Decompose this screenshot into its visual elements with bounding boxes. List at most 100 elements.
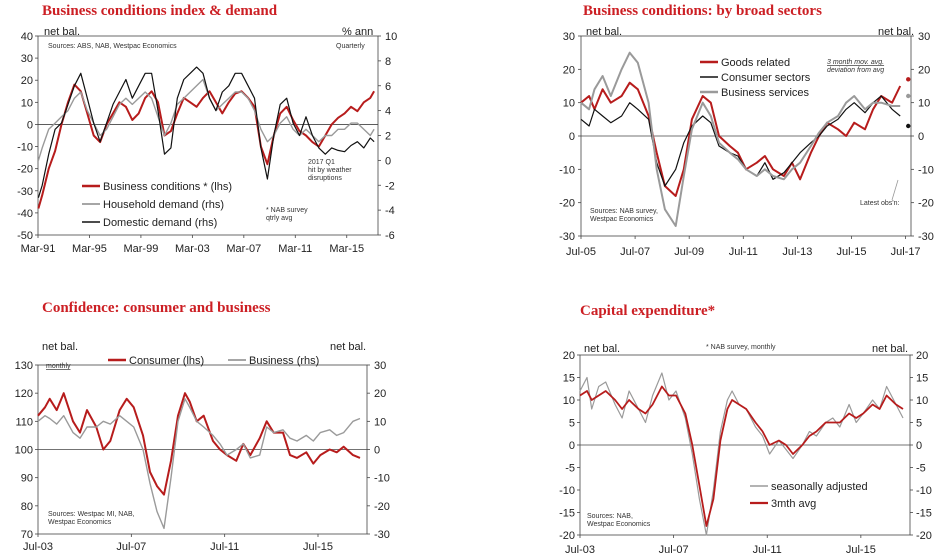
- series-line: [579, 385, 904, 527]
- annotation: 3 month mov. avg.: [827, 59, 884, 66]
- y-tick-label-right: -5: [916, 463, 926, 475]
- series-line: [580, 51, 901, 227]
- frequency-note: monthly: [46, 363, 71, 370]
- legend-label: 3mth avg: [771, 498, 816, 510]
- series-line: [579, 372, 904, 536]
- legend-label: Business services: [721, 87, 810, 99]
- y-tick-label-right: 15: [916, 373, 928, 385]
- y-tick-label-right: 0: [918, 131, 924, 143]
- y-tick-label-right: -10: [916, 485, 932, 497]
- chart-title: Confidence: consumer and business: [42, 300, 271, 316]
- chart-title: Business conditions index & demand: [42, 3, 278, 19]
- latest-obs-point: [906, 123, 911, 129]
- x-tick-label: Jul-09: [674, 246, 704, 258]
- annotation: * NAB survey, monthly: [706, 344, 776, 351]
- y-tick-label-right: 8: [385, 56, 391, 68]
- y-tick-label-right: -30: [918, 231, 934, 243]
- chart-title: Business conditions: by broad sectors: [583, 3, 822, 19]
- y-tick-label-left: 0: [569, 440, 575, 452]
- y-tick-label-left: 20: [563, 350, 575, 362]
- y-tick-label-left: -20: [17, 164, 33, 176]
- y-tick-label-left: -30: [559, 231, 575, 243]
- y-tick-label-left: 130: [15, 360, 33, 372]
- annotation: hit by weather: [308, 167, 352, 174]
- y-tick-label-right: -10: [374, 473, 390, 485]
- x-tick-label: Mar-07: [226, 243, 261, 255]
- y-tick-label-left: 120: [15, 388, 33, 400]
- y-tick-label-right: 10: [918, 98, 930, 110]
- x-tick-label: Mar-99: [123, 243, 158, 255]
- y-axis-unit-left: net bal.: [44, 26, 80, 38]
- x-tick-label: Jul-15: [846, 544, 876, 556]
- y-tick-label-right: -10: [918, 164, 934, 176]
- frequency-note: Quarterly: [336, 43, 365, 50]
- annotation: Latest obs'n:: [860, 200, 900, 207]
- series-line: [580, 81, 902, 197]
- series-line: [37, 66, 375, 198]
- x-tick-label: Jul-03: [23, 541, 53, 553]
- x-tick-label: Mar-11: [278, 243, 312, 255]
- y-tick-label-right: -30: [374, 529, 390, 541]
- y-tick-label-left: 0: [27, 119, 33, 131]
- y-tick-label-right: 10: [374, 416, 386, 428]
- y-tick-label-right: 2: [385, 131, 391, 143]
- legend-label: Business (rhs): [249, 355, 319, 367]
- chart-business-conditions-demand: 403020100-10-20-30-40-501086420-2-4-6Mar…: [17, 26, 397, 255]
- y-tick-label-left: -10: [559, 164, 575, 176]
- y-tick-label-right: 10: [385, 31, 397, 43]
- legend-label: Consumer sectors: [721, 72, 811, 84]
- x-tick-label: Jul-07: [116, 541, 146, 553]
- y-tick-label-left: 80: [21, 501, 33, 513]
- y-tick-label-right: -20: [374, 501, 390, 513]
- series-line: [580, 95, 901, 187]
- y-tick-label-right: 0: [374, 445, 380, 457]
- sources-note: Westpac Economics: [587, 521, 651, 528]
- chart-business-conditions-sectors: 30 20 10 0 -10 -20 -30 30 20 10 0 -10 -20 -30 Jul-05 Ju…: [559, 26, 934, 258]
- x-tick-label: Jul-05: [566, 246, 596, 258]
- y-tick-label-right: 20: [916, 350, 928, 362]
- sources-note: Westpac Economics: [590, 216, 654, 223]
- x-tick-label: Jul-03: [565, 544, 595, 556]
- y-tick-label-right: -4: [385, 205, 395, 217]
- x-tick-label: Jul-11: [729, 246, 758, 258]
- y-tick-label-right: -2: [385, 180, 395, 192]
- y-tick-label-left: -10: [17, 142, 33, 154]
- legend-label: Domestic demand (rhs): [103, 217, 217, 229]
- y-tick-label-right: 20: [918, 64, 930, 76]
- y-tick-label-right: 30: [374, 360, 386, 372]
- y-tick-label-left: -50: [17, 230, 33, 242]
- y-axis-unit-right: net bal.: [872, 343, 908, 355]
- annotation: qtrly avg: [266, 215, 293, 222]
- legend-label: seasonally adjusted: [771, 481, 868, 493]
- annotation: * NAB survey: [266, 207, 308, 214]
- y-tick-label-right: -20: [916, 530, 932, 542]
- annotation-arrow: [891, 179, 899, 201]
- y-tick-label-right: 20: [374, 388, 386, 400]
- y-axis-unit-left: net bal.: [586, 26, 622, 38]
- y-tick-label-left: -20: [559, 530, 575, 542]
- x-tick-label: Jul-17: [891, 246, 921, 258]
- y-tick-label-left: 30: [21, 53, 33, 65]
- x-tick-label: Mar-95: [72, 243, 107, 255]
- annotation: disruptions: [308, 175, 342, 182]
- sources-note: Sources: Westpac MI, NAB,: [48, 511, 135, 518]
- y-tick-label-left: -30: [17, 186, 33, 198]
- series-line: [37, 83, 375, 209]
- sources-note: Westpac Economics: [48, 519, 112, 526]
- x-tick-label: Jul-07: [659, 544, 689, 556]
- legend-label: Goods related: [721, 57, 790, 69]
- y-axis-unit-left: net bal.: [42, 341, 78, 353]
- x-tick-label: Jul-13: [782, 246, 812, 258]
- y-tick-label-left: 70: [21, 529, 33, 541]
- y-tick-label-left: 90: [21, 473, 33, 485]
- y-axis-unit-left: net bal.: [584, 343, 620, 355]
- series-line: [37, 398, 361, 530]
- x-tick-label: Jul-11: [210, 541, 239, 553]
- y-tick-label-left: -5: [565, 463, 575, 475]
- chart-confidence: 1301201101009080703020100-10-20-30Jul-03…: [15, 341, 390, 553]
- y-tick-label-left: 10: [21, 97, 33, 109]
- chart-capital-expenditure: 20 15 10 5 0 -5 -10 -15 -20 20 15 10 5 0 -5 -10 -15 -20 Ju…: [559, 343, 932, 556]
- y-tick-label-left: 40: [21, 31, 33, 43]
- y-tick-label-left: 110: [15, 416, 33, 428]
- y-tick-label-left: 15: [563, 373, 575, 385]
